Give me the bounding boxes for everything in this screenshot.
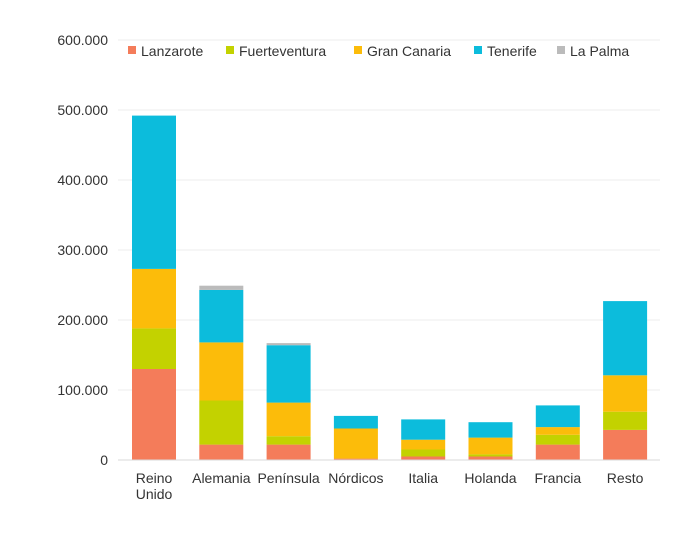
x-category-label: Resto: [607, 470, 644, 486]
bar-segment-fuerteventura: [266, 436, 311, 445]
x-category-label: Unido: [136, 486, 173, 502]
x-category-label: Alemania: [192, 470, 251, 486]
x-category-label: Holanda: [464, 470, 516, 486]
bar-segment-lanzarote: [199, 444, 244, 460]
bar-segment-lanzarote: [333, 458, 378, 460]
bar-segment-lanzarote: [401, 456, 446, 460]
legend-label: Gran Canaria: [367, 43, 451, 59]
bar-segment-gran-canaria: [603, 375, 648, 412]
y-tick-label: 500.000: [57, 102, 108, 118]
x-category-label: Italia: [408, 470, 438, 486]
bar-segment-fuerteventura: [199, 400, 244, 445]
bar-segment-tenerife: [266, 345, 311, 403]
bar-segment-gran-canaria: [132, 268, 176, 329]
legend-swatch: [226, 46, 234, 54]
bar-segment-gran-canaria: [199, 342, 244, 401]
bar-segment-fuerteventura: [132, 328, 176, 369]
bar-segment-la-palma: [266, 343, 311, 346]
y-tick-label: 300.000: [57, 242, 108, 258]
bar-segment-fuerteventura: [603, 411, 648, 430]
bars: [132, 115, 648, 460]
bar-segment-tenerife: [535, 405, 580, 428]
legend-swatch: [557, 46, 565, 54]
bar-segment-lanzarote: [603, 429, 648, 460]
legend-swatch: [128, 46, 136, 54]
bar-segment-lanzarote: [535, 444, 580, 460]
bar-segment-fuerteventura: [401, 449, 446, 457]
x-category-label: Francia: [534, 470, 581, 486]
bar-segment-tenerife: [132, 115, 176, 269]
legend-swatch: [354, 46, 362, 54]
y-axis: 0 100.000 200.000 300.000 400.000 500.000 600.…: [57, 32, 108, 468]
legend: Lanzarote Fuerteventura Gran Canaria Teneri…: [128, 43, 629, 59]
bar-segment-gran-canaria: [333, 428, 378, 459]
x-category-label: Nórdicos: [328, 470, 383, 486]
bar-segment-la-palma: [199, 285, 244, 290]
legend-label: La Palma: [570, 43, 629, 59]
legend-label: Lanzarote: [141, 43, 203, 59]
bar-segment-fuerteventura: [535, 434, 580, 445]
y-tick-label: 600.000: [57, 32, 108, 48]
bar-segment-tenerife: [401, 419, 446, 440]
bar-segment-lanzarote: [132, 369, 176, 460]
bar-segment-tenerife: [603, 301, 648, 376]
bar-segment-gran-canaria: [401, 439, 446, 450]
y-tick-label: 400.000: [57, 172, 108, 188]
bar-segment-gran-canaria: [535, 427, 580, 435]
x-category-label: Reino: [136, 470, 173, 486]
bar-segment-lanzarote: [266, 444, 311, 460]
bar-segment-gran-canaria: [266, 402, 311, 437]
y-tick-label: 0: [100, 452, 108, 468]
bar-segment-gran-canaria: [468, 437, 513, 455]
bar-segment-fuerteventura: [468, 454, 513, 457]
y-tick-label: 100.000: [57, 382, 108, 398]
bar-segment-tenerife: [468, 422, 513, 438]
bar-segment-lanzarote: [468, 456, 513, 460]
legend-swatch: [474, 46, 482, 54]
y-tick-label: 200.000: [57, 312, 108, 328]
bar-segment-tenerife: [333, 415, 378, 429]
bar-segment-tenerife: [199, 289, 244, 343]
legend-label: Tenerife: [487, 43, 537, 59]
legend-label: Fuerteventura: [239, 43, 326, 59]
x-category-label: Península: [257, 470, 319, 486]
